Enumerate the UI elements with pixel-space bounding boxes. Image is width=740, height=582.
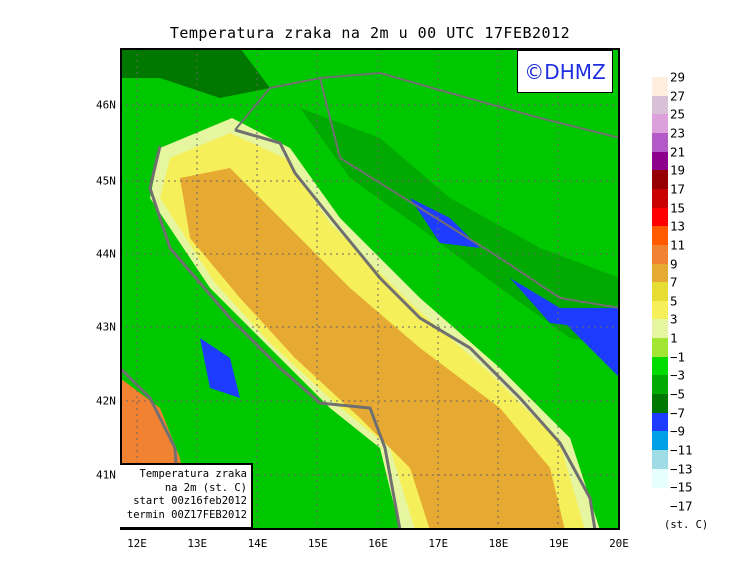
colorbar-swatch <box>652 207 668 227</box>
dhmz-watermark: ©DHMZ <box>517 50 613 93</box>
lon-label: 18E <box>488 537 509 550</box>
lon-label: 19E <box>548 537 569 550</box>
colorbar-label: 9 <box>670 256 678 271</box>
colorbar-label: −15 <box>670 479 693 495</box>
lat-label: 42N <box>96 394 116 408</box>
colorbar-label: 1 <box>670 330 678 346</box>
colorbar-swatch <box>652 300 668 320</box>
colorbar-label: −11 <box>670 442 693 458</box>
very-cold-patches <box>200 198 620 398</box>
colorbar-label: 11 <box>670 237 686 253</box>
colorbar-label: 5 <box>670 293 678 309</box>
colorbar-swatch <box>652 188 668 209</box>
lon-label: 15E <box>307 537 328 550</box>
colorbar-swatch <box>652 412 668 432</box>
lat-label: 43N <box>96 320 116 334</box>
info-line: start 00z16feb2012 <box>133 495 247 507</box>
colorbar-label: 23 <box>670 125 686 141</box>
colorbar-label: 19 <box>670 162 686 178</box>
colorbar-swatch <box>652 468 668 488</box>
colorbar-label: −7 <box>670 405 686 421</box>
lat-label: 46N <box>96 98 116 112</box>
info-line: termin 00Z17FEB2012 <box>126 508 247 521</box>
colorbar-label: 27 <box>670 88 686 104</box>
colorbar-swatch <box>652 319 668 339</box>
lon-label: 16E <box>368 537 388 550</box>
colorbar-swatch <box>652 394 668 414</box>
colorbar-swatch <box>652 77 668 97</box>
colorbar-swatch <box>652 95 668 115</box>
colorbar-label: −5 <box>670 386 686 402</box>
info-line: na 2m (st. C) <box>164 481 247 494</box>
colorbar-label: 25 <box>670 106 686 122</box>
colorbar-label: −1 <box>670 349 686 365</box>
colorbar-unit: (st. C) <box>664 519 709 531</box>
temperature-map <box>120 48 620 530</box>
colorbar-label: −17 <box>670 498 693 514</box>
sea-orange <box>180 168 565 530</box>
info-box: Temperatura zraka na 2m (st. C) start 00… <box>120 463 253 529</box>
colorbar-label: 3 <box>670 311 678 327</box>
lon-label: 13E <box>187 537 208 550</box>
colorbar-label: 7 <box>670 274 678 290</box>
colorbar-swatch <box>652 431 668 451</box>
colorbar-label: 21 <box>670 144 686 160</box>
colorbar-label: −9 <box>670 423 686 439</box>
borders <box>234 71 620 309</box>
colorbar-label: 13 <box>670 218 686 234</box>
lon-label: 17E <box>428 537 449 550</box>
colorbar-swatch <box>652 151 668 171</box>
lon-label: 12E <box>127 537 147 550</box>
colorbar-swatch <box>652 338 668 358</box>
map-title: Temperatura zraka na 2m u 00 UTC 17FEB20… <box>169 24 571 42</box>
colorbar-swatch <box>652 226 668 246</box>
lon-label: 20E <box>609 537 629 550</box>
colorbar-swatch <box>652 170 668 190</box>
colorbar-swatch <box>652 282 668 302</box>
colorbar-swatch <box>652 356 668 376</box>
lat-label: 45N <box>96 174 116 188</box>
colorbar-label: 29 <box>670 69 686 85</box>
colorbar-swatch <box>652 244 668 264</box>
lon-label: 14E <box>247 537 268 550</box>
lat-label: 44N <box>96 247 116 261</box>
colorbar-swatch <box>652 132 668 153</box>
info-line: Temperatura zraka <box>139 468 247 480</box>
colorbar-label: 17 <box>670 181 686 197</box>
lat-label: 41N <box>96 468 116 482</box>
colorbar-label: −3 <box>670 367 686 383</box>
grid-lines <box>120 48 620 530</box>
colorbar-swatch <box>652 263 668 283</box>
colorbar-label: 15 <box>670 200 686 216</box>
colorbar-label: −13 <box>670 461 693 477</box>
colorbar-swatch <box>652 375 668 395</box>
colorbar-swatch <box>652 450 668 470</box>
colorbar-swatch <box>652 114 668 134</box>
northwest-band <box>120 48 270 98</box>
